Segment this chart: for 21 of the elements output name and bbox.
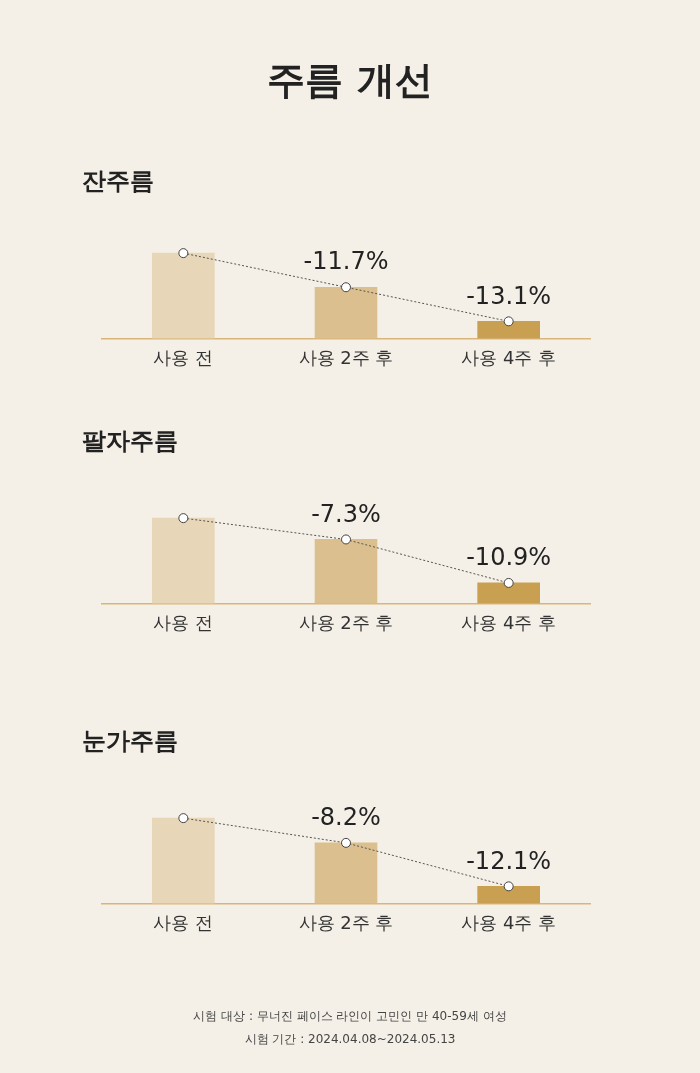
annotation: -8.2% <box>311 803 381 832</box>
annotation: -7.3% <box>311 499 381 528</box>
x-tick-label: 사용 전 <box>153 911 214 933</box>
annotation: -10.9% <box>466 543 552 572</box>
annotation: -13.1% <box>466 281 552 310</box>
text: 시험 기간 : 2024.04.08~2024.05.13 <box>244 1032 456 1046</box>
x-tick-label: 사용 2주 후 <box>298 911 394 933</box>
x-tick-label: 사용 2주 후 <box>298 346 394 368</box>
x-tick-label: 사용 4주 후 <box>461 346 557 368</box>
x-tick-label: 사용 4주 후 <box>461 611 557 633</box>
text: 시험 대상 : 무너진 페이스 라인이 고민인 만 40-59세 여성 <box>193 1009 507 1023</box>
x-tick-label: 사용 전 <box>153 346 214 368</box>
chart-title: 주름 개선 <box>266 57 434 104</box>
x-tick-label: 사용 4주 후 <box>461 911 557 933</box>
chart-title: 팔자주름 <box>82 426 178 457</box>
chart-title: 눈가주름 <box>82 726 178 757</box>
x-tick-label: 사용 전 <box>153 611 214 633</box>
chart-subtitle: 잔주름 <box>82 166 154 197</box>
x-tick-label: 사용 2주 후 <box>298 611 394 633</box>
annotation: -11.7% <box>303 247 389 276</box>
annotation: -12.1% <box>466 846 552 875</box>
